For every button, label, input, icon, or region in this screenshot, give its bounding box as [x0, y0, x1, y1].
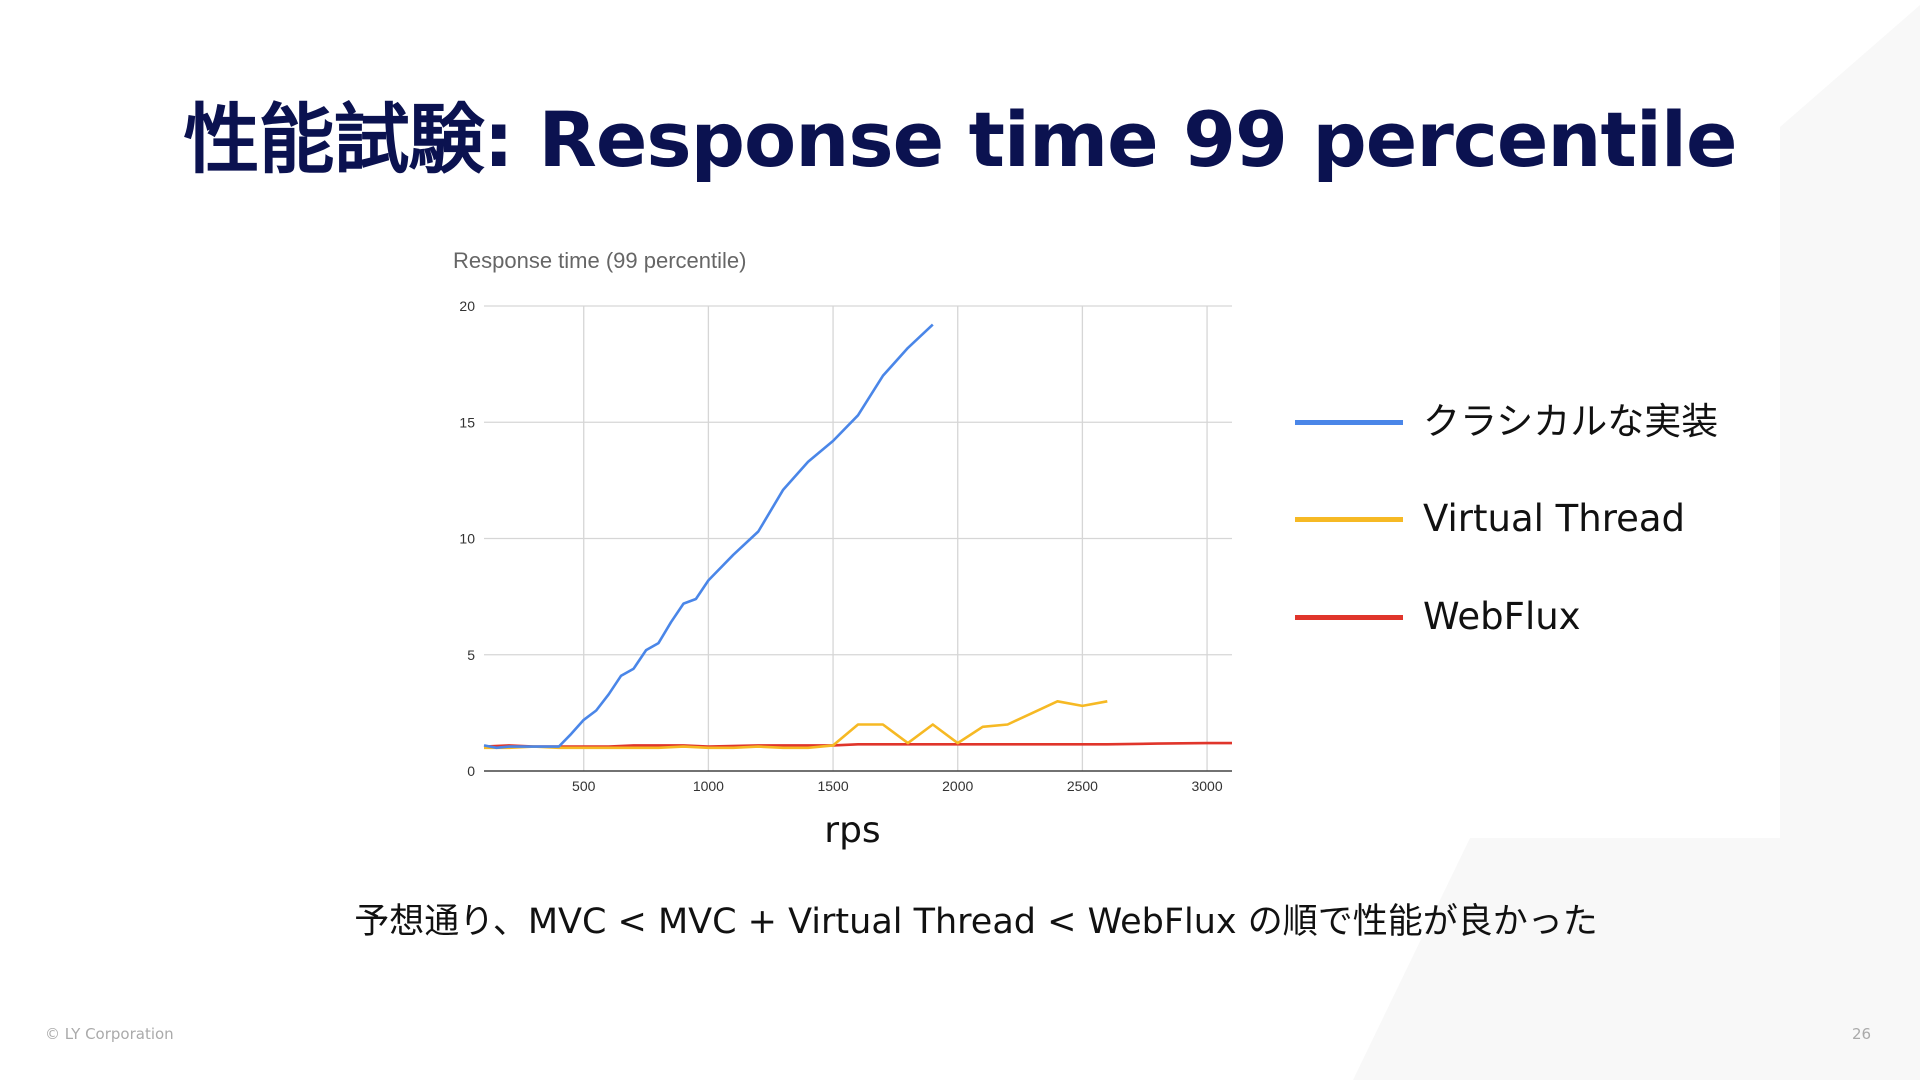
- copyright-footer: © LY Corporation: [45, 1025, 174, 1043]
- chart-title: Response time (99 percentile): [453, 248, 747, 273]
- slide-title: 性能試験: Response time 99 percentile: [183, 95, 1737, 184]
- legend-item-virtual-thread: Virtual Thread: [1295, 494, 1795, 544]
- x-tick-label: 3000: [1191, 778, 1222, 794]
- legend-item-webflux: WebFlux: [1295, 592, 1795, 642]
- y-tick-label: 5: [467, 647, 475, 663]
- y-tick-label: 15: [459, 414, 475, 430]
- legend-swatch: [1295, 517, 1403, 522]
- x-axis-label: rps: [824, 810, 881, 851]
- legend-label: Virtual Thread: [1423, 497, 1686, 540]
- y-tick-label: 10: [459, 531, 475, 547]
- slide-caption: 予想通り、MVC < MVC + Virtual Thread < WebFlu…: [354, 902, 1598, 942]
- series-line-2: [483, 741, 1232, 748]
- legend-item-classic: クラシカルな実装: [1295, 397, 1795, 447]
- x-tick-label: 1000: [693, 778, 724, 794]
- legend-label: WebFlux: [1423, 595, 1581, 638]
- x-tick-label: 500: [572, 778, 596, 794]
- legend-label: クラシカルな実装: [1423, 400, 1719, 443]
- series-line-1: [484, 699, 1108, 750]
- legend-swatch: [1295, 615, 1403, 620]
- x-tick-label: 1500: [817, 778, 848, 794]
- x-tick-label: 2000: [942, 778, 973, 794]
- page-number: 26: [1852, 1025, 1872, 1043]
- x-tick-label: 2500: [1067, 778, 1098, 794]
- series-line-0: [483, 323, 934, 750]
- legend-swatch: [1295, 420, 1403, 425]
- y-tick-label: 20: [459, 298, 475, 314]
- y-tick-label: 0: [467, 763, 475, 779]
